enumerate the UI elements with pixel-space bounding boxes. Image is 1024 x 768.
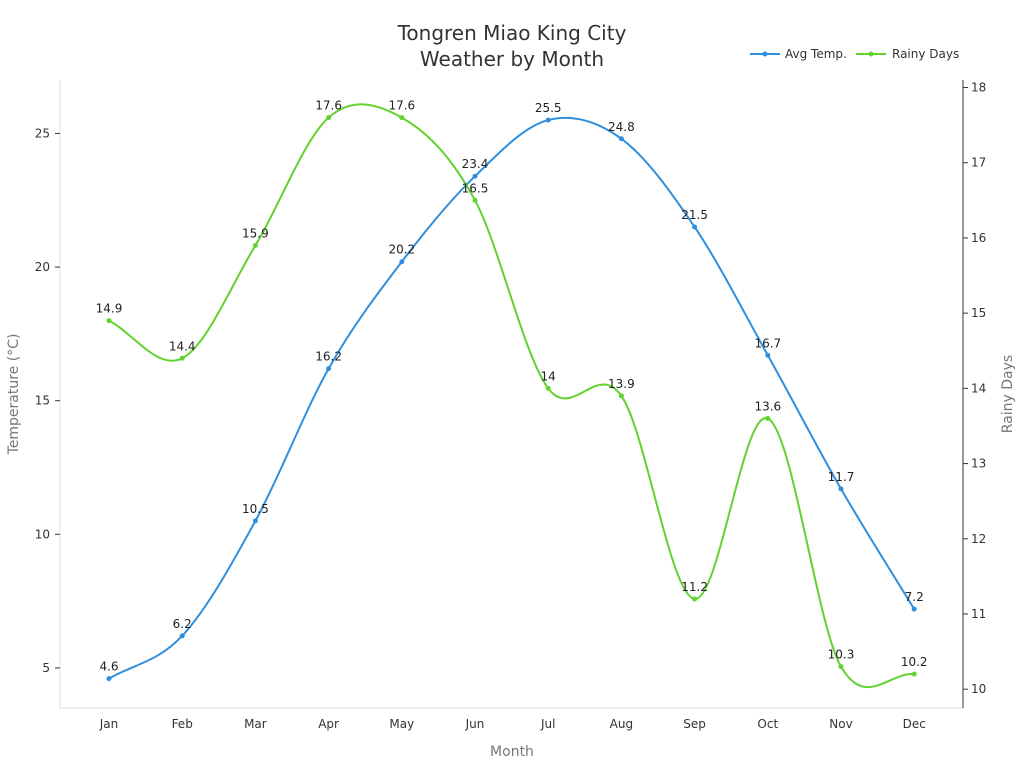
point-avg-temp[interactable] [545,117,551,123]
point-rainy-days[interactable] [252,242,258,248]
right-tick-label: 10 [971,682,986,696]
x-tick-label: May [389,717,414,731]
data-label-rainy-days: 10.3 [828,648,855,662]
series-layer: 4.6 6.2 10.5 16.2 20.2 23.4 25.5 24.8 21.5 16.7 11… [96,99,928,689]
series-rainy-days: 14.9 14.4 15.9 17.6 17.6 16.5 14 13.9 11.2 13.6 10… [96,99,928,689]
x-tick-label: Nov [829,717,852,731]
data-label-rainy-days: 17.6 [388,99,415,113]
right-tick-label: 18 [971,81,986,95]
point-rainy-days[interactable] [106,318,112,324]
right-axis-title: Rainy Days [1000,355,1016,433]
x-tick-label: Oct [757,717,778,731]
point-rainy-days[interactable] [472,197,478,203]
x-tick-label: Feb [172,717,193,731]
right-tick-label: 13 [971,457,986,471]
point-avg-temp[interactable] [252,518,258,524]
data-label-avg-temp: 23.4 [462,157,489,171]
point-rainy-days[interactable] [399,115,405,121]
legend: Avg Temp. Rainy Days [750,47,959,61]
data-label-avg-temp: 21.5 [681,208,708,222]
data-label-avg-temp: 20.2 [388,243,415,257]
right-tick-label: 11 [971,607,986,621]
x-axis-title: Month [490,744,534,760]
x-tick-label: Jun [465,717,485,731]
point-avg-temp[interactable] [765,352,771,358]
left-tick-label: 15 [35,394,50,408]
right-tick-label: 12 [971,532,986,546]
point-rainy-days[interactable] [911,671,917,677]
point-avg-temp[interactable] [618,136,624,142]
data-label-avg-temp: 6.2 [173,617,192,631]
data-label-rainy-days: 14 [541,369,556,383]
right-tick-label: 14 [971,381,986,395]
point-rainy-days[interactable] [692,596,698,602]
x-tick-label: Mar [244,717,267,731]
left-tick-label: 25 [35,126,50,140]
data-label-avg-temp: 7.2 [905,590,924,604]
data-label-rainy-days: 14.9 [96,302,123,316]
point-avg-temp[interactable] [179,633,185,639]
data-label-rainy-days: 15.9 [242,226,269,240]
legend-label-rainy-days: Rainy Days [892,47,959,61]
left-axis-ticks: 5 10 15 20 25 [35,126,60,675]
point-rainy-days[interactable] [765,415,771,421]
data-label-rainy-days: 13.6 [754,399,781,413]
left-axis-title: Temperature (°C) [6,334,22,456]
data-label-avg-temp: 24.8 [608,120,635,134]
data-label-avg-temp: 10.5 [242,502,269,516]
data-label-rainy-days: 16.5 [462,181,489,195]
point-rainy-days[interactable] [618,393,624,399]
point-avg-temp[interactable] [472,173,478,179]
data-label-avg-temp: 4.6 [99,660,118,674]
x-tick-label: Sep [683,717,706,731]
series-avg-temp: 4.6 6.2 10.5 16.2 20.2 23.4 25.5 24.8 21.5 16.7 11… [99,101,924,682]
x-axis-ticks: Jan Feb Mar Apr May Jun Jul Aug Sep Oct Nov Dec [99,717,926,731]
point-rainy-days[interactable] [838,664,844,670]
right-axis-ticks: 10 11 12 13 14 15 16 17 18 [963,81,986,696]
legend-marker-avg-temp [762,51,768,57]
right-tick-label: 15 [971,306,986,320]
point-avg-temp[interactable] [838,486,844,492]
legend-label-avg-temp: Avg Temp. [785,47,847,61]
legend-marker-rainy-days [868,51,874,57]
right-tick-label: 16 [971,231,986,245]
x-tick-label: Aug [610,717,633,731]
data-label-rainy-days: 13.9 [608,377,635,391]
data-label-avg-temp: 11.7 [828,470,855,484]
data-label-rainy-days: 17.6 [315,99,342,113]
point-avg-temp[interactable] [692,224,698,230]
data-label-rainy-days: 11.2 [681,580,708,594]
point-rainy-days[interactable] [179,355,185,361]
left-tick-label: 20 [35,260,50,274]
data-label-rainy-days: 14.4 [169,339,196,353]
x-tick-label: Jan [99,717,119,731]
data-label-avg-temp: 16.7 [754,336,781,350]
chart-title-line-2: Weather by Month [420,47,604,71]
line-avg-temp [108,116,916,680]
data-label-avg-temp: 16.2 [315,350,342,364]
data-label-avg-temp: 25.5 [535,101,562,115]
right-tick-label: 17 [971,156,986,170]
left-tick-label: 5 [42,661,50,675]
x-tick-label: Dec [903,717,926,731]
point-avg-temp[interactable] [106,676,112,682]
left-tick-label: 10 [35,527,50,541]
chart-title-line-1: Tongren Miao King City [397,21,627,45]
point-rainy-days[interactable] [545,385,551,391]
line-rainy-days [108,103,915,689]
point-avg-temp[interactable] [326,366,332,372]
legend-item-avg-temp[interactable]: Avg Temp. [750,47,847,61]
x-tick-label: Apr [318,717,339,731]
point-rainy-days[interactable] [326,115,332,121]
x-tick-label: Jul [540,717,555,731]
point-avg-temp[interactable] [911,606,917,612]
data-label-rainy-days: 10.2 [901,655,928,669]
point-avg-temp[interactable] [399,259,405,265]
legend-item-rainy-days[interactable]: Rainy Days [856,47,959,61]
